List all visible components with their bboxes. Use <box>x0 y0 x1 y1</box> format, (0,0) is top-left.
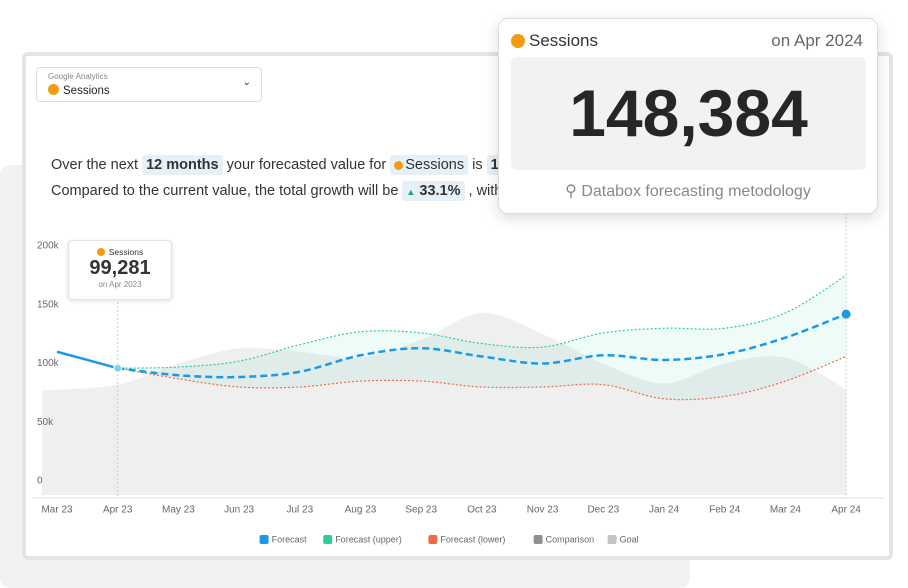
actual-line <box>56 350 119 370</box>
legend-swatch <box>533 535 543 544</box>
metric-name: Sessions <box>63 85 110 97</box>
tooltip-value: 99,281 <box>89 257 151 279</box>
legend-label: Forecast (upper) <box>335 534 402 544</box>
tooltip-metric: Sessions <box>108 247 144 257</box>
legend-label: Goal <box>620 534 639 544</box>
tooltip-point <box>113 363 123 373</box>
x-tick-label: Jul 23 <box>286 505 313 516</box>
legend-swatch <box>323 535 333 544</box>
source: Google Analytics <box>48 72 108 81</box>
y-tick-label: 50k <box>37 417 54 428</box>
y-tick-label: 100k <box>37 358 60 369</box>
text: is <box>472 157 483 173</box>
comparison-area <box>42 312 847 495</box>
x-tick-label: Mar 24 <box>770 505 802 516</box>
metric-selector[interactable]: Google Analytics Sessions ⌄ <box>36 67 262 102</box>
y-tick-label: 150k <box>37 299 60 310</box>
x-tick-label: Apr 23 <box>103 505 133 516</box>
x-tick-label: Oct 23 <box>467 505 497 516</box>
chevron: ⌄ <box>242 77 251 88</box>
popup-metric-text: Sessions <box>529 31 598 50</box>
x-tick-label: Mar 23 <box>41 505 73 516</box>
y-tick-label: 0 <box>37 476 43 487</box>
legend-label: Forecast <box>272 534 308 544</box>
forecast-upper-line <box>117 274 847 369</box>
popup-link[interactable]: ⚲ Databox forecasting metodology <box>565 183 811 200</box>
end-point <box>841 309 851 319</box>
tooltip: Sessions 99,281 on Apr 2023 <box>68 240 172 300</box>
legend-label: Forecast (lower) <box>440 534 505 544</box>
x-tick-label: Nov 23 <box>527 505 559 516</box>
chip: 12 months <box>142 155 223 175</box>
legend-item[interactable]: Comparison <box>533 534 595 544</box>
legend-item[interactable]: Goal <box>607 534 639 544</box>
legend-item[interactable]: Forecast <box>259 534 308 544</box>
x-tick-label: Dec 23 <box>587 505 619 516</box>
legend-swatch <box>259 535 269 544</box>
forecast-band <box>117 275 847 400</box>
legend-swatch <box>428 535 438 544</box>
y-tick-label: 200k <box>37 241 60 252</box>
legend-label: Comparison <box>546 534 595 544</box>
legend-swatch <box>607 535 617 544</box>
x-tick-label: Jun 23 <box>224 505 254 516</box>
popup: Sessions on Apr 2024 148,384 ⚲ Databox f… <box>498 18 878 214</box>
legend-item[interactable]: Forecast (upper) <box>323 534 402 544</box>
tooltip-date: on Apr 2023 <box>98 280 142 289</box>
popup-link-text[interactable]: Databox forecasting metodology <box>581 183 811 200</box>
x-tick-label: Apr 24 <box>831 505 861 516</box>
text: Over the next <box>51 157 139 173</box>
popup-value: 148,384 <box>511 57 866 170</box>
popup-date: on Apr 2024 <box>771 31 863 50</box>
x-tick-label: Jan 24 <box>649 505 679 516</box>
forecast-line <box>117 312 847 379</box>
x-tick-label: Aug 23 <box>345 505 377 516</box>
x-tick-label: Feb 24 <box>709 505 741 516</box>
legend-item[interactable]: Forecast (lower) <box>428 534 505 544</box>
popup-metric: Sessions <box>511 31 598 51</box>
chip: 33.1% <box>419 183 461 199</box>
chip: Sessions <box>405 157 465 173</box>
x-tick-label: Sep 23 <box>405 505 437 516</box>
text: your forecasted value for <box>226 157 387 173</box>
text: Compared to the current value, the total… <box>51 183 399 199</box>
summary-line: Over the next 12 months your forecasted … <box>51 155 531 175</box>
summary-line: Compared to the current value, the total… <box>51 181 522 201</box>
metric: Sessions <box>48 84 110 97</box>
x-tick-label: May 23 <box>162 505 195 516</box>
